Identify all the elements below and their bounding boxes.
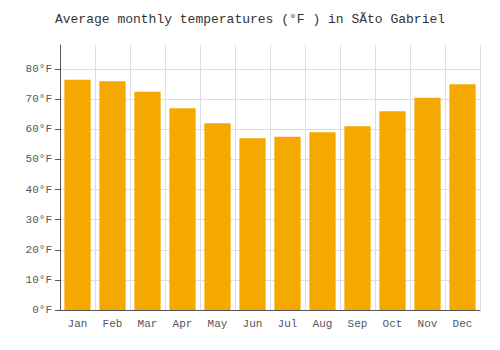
- svg-text:Mar: Mar: [138, 318, 158, 330]
- svg-text:50°F: 50°F: [26, 153, 52, 165]
- svg-text:10°F: 10°F: [26, 274, 52, 286]
- svg-text:Sep: Sep: [348, 318, 368, 330]
- svg-text:May: May: [208, 318, 228, 330]
- svg-text:Apr: Apr: [173, 318, 193, 330]
- svg-text:0°F: 0°F: [32, 304, 52, 316]
- svg-text:Jun: Jun: [243, 318, 263, 330]
- svg-text:Jul: Jul: [278, 318, 298, 330]
- svg-text:Nov: Nov: [418, 318, 438, 330]
- svg-text:Jan: Jan: [68, 318, 88, 330]
- svg-text:60°F: 60°F: [26, 123, 52, 135]
- svg-text:40°F: 40°F: [26, 184, 52, 196]
- svg-text:Dec: Dec: [453, 318, 473, 330]
- svg-text:30°F: 30°F: [26, 214, 52, 226]
- svg-text:70°F: 70°F: [26, 93, 52, 105]
- svg-text:80°F: 80°F: [26, 63, 52, 75]
- svg-text:Aug: Aug: [313, 318, 333, 330]
- svg-text:Oct: Oct: [383, 318, 403, 330]
- svg-text:Average monthly temperatures (: Average monthly temperatures (°F ) in SÃ…: [55, 12, 445, 27]
- svg-text:Feb: Feb: [103, 318, 123, 330]
- svg-text:20°F: 20°F: [26, 244, 52, 256]
